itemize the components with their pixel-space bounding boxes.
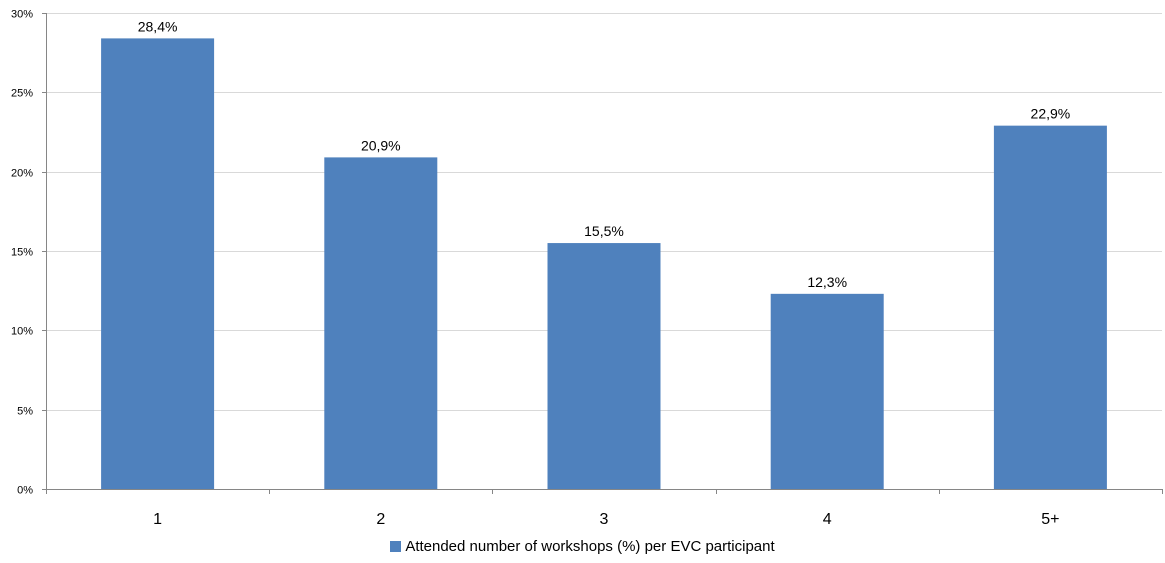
y-tick-label: 0%	[17, 485, 33, 497]
x-tick-label: 4	[823, 511, 832, 528]
bar	[547, 243, 661, 489]
y-tick-label: 30%	[11, 9, 33, 21]
bar	[993, 125, 1107, 490]
bars: 28,4% 20,9% 15,5% 12,3% 22,9%	[101, 18, 1107, 490]
y-axis: 0% 5% 10% 15% 20% 25% 30%	[11, 9, 47, 497]
bar	[101, 38, 215, 490]
bar	[324, 157, 438, 490]
y-tick-label: 10%	[11, 326, 33, 338]
x-tick-label: 5+	[1041, 511, 1059, 528]
x-axis: 1 2 3 4 5+	[46, 489, 1163, 528]
legend: Attended number of workshops (%) per EVC…	[0, 538, 1165, 555]
data-label: 20,9%	[361, 137, 401, 153]
data-label: 12,3%	[807, 274, 847, 290]
y-tick-label: 25%	[11, 88, 33, 100]
y-tick-label: 15%	[11, 247, 33, 259]
data-label: 15,5%	[584, 223, 624, 239]
data-label: 28,4%	[138, 18, 178, 34]
y-tick-label: 20%	[11, 168, 33, 180]
x-tick-label: 1	[153, 511, 162, 528]
bar	[770, 293, 884, 489]
data-label: 22,9%	[1031, 106, 1071, 122]
y-tick-label: 5%	[17, 406, 33, 418]
x-tick-label: 2	[376, 511, 385, 528]
x-tick-label: 3	[600, 511, 609, 528]
legend-swatch	[390, 541, 402, 552]
legend-label: Attended number of workshops (%) per EVC…	[405, 538, 775, 555]
